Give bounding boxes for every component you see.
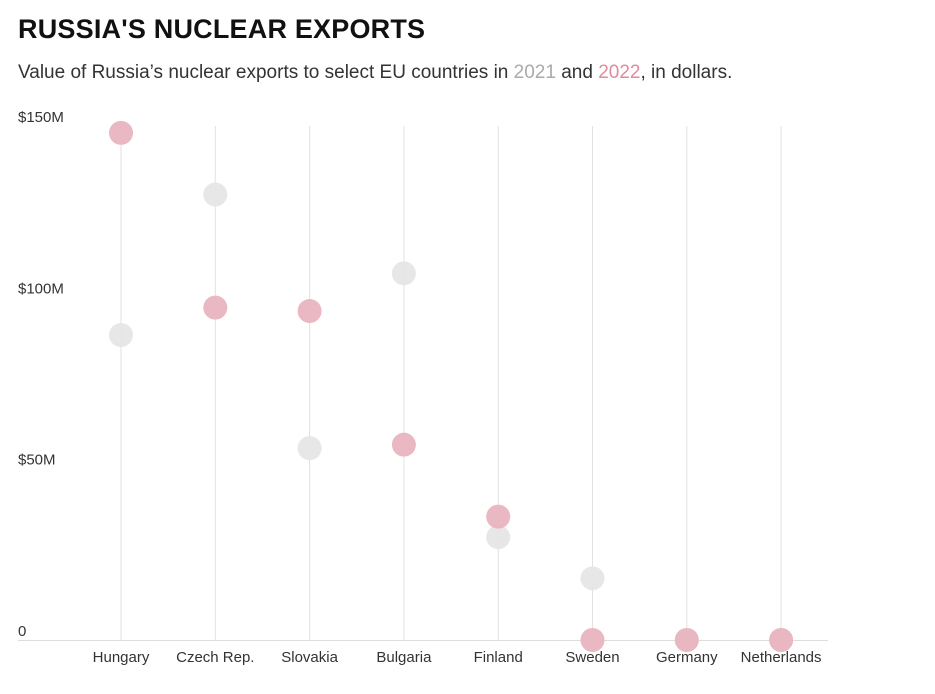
dot-2022-bulgaria — [391, 432, 416, 457]
dot-2021-finland — [486, 525, 511, 550]
dot-2022-sweden — [580, 628, 605, 652]
dot-2021-bulgaria — [391, 261, 416, 286]
y-tick-label: $150M — [18, 109, 64, 126]
chart-title: RUSSIA'S NUCLEAR EXPORTS — [18, 14, 426, 44]
subtitle-year-2021: 2021 — [513, 62, 556, 83]
x-tick-label: Slovakia — [281, 649, 338, 666]
dot-2021-hungary — [109, 323, 133, 348]
subtitle-suffix: , in dollars. — [640, 62, 733, 83]
dot-2022-slovakia — [297, 299, 322, 324]
dot-2021-czech-rep- — [203, 182, 228, 207]
subtitle-year-2022: 2022 — [598, 62, 641, 83]
x-tick-label: Bulgaria — [376, 649, 432, 666]
x-tick-label: Finland — [474, 649, 523, 666]
x-tick-label: Czech Rep. — [176, 649, 254, 666]
x-tick-label: Sweden — [565, 649, 619, 666]
x-tick-label: Netherlands — [741, 649, 822, 666]
dot-2021-sweden — [580, 566, 605, 591]
dot-2022-finland — [486, 504, 511, 529]
y-tick-label: $50M — [18, 452, 56, 469]
x-tick-label: Germany — [656, 649, 718, 666]
x-tick-label: Hungary — [93, 649, 150, 666]
dot-2022-czech-rep- — [203, 295, 228, 320]
chart-subtitle: Value of Russia’s nuclear exports to sel… — [18, 62, 732, 84]
dot-2022-hungary — [109, 120, 133, 145]
dot-2022-netherlands — [769, 628, 794, 652]
subtitle-prefix: Value of Russia’s nuclear exports to sel… — [18, 62, 514, 83]
y-tick-label: 0 — [18, 623, 26, 640]
y-tick-label: $100M — [18, 280, 64, 297]
dot-2021-slovakia — [297, 436, 322, 461]
dot-2022-germany — [674, 628, 699, 652]
subtitle-and: and — [555, 62, 599, 83]
